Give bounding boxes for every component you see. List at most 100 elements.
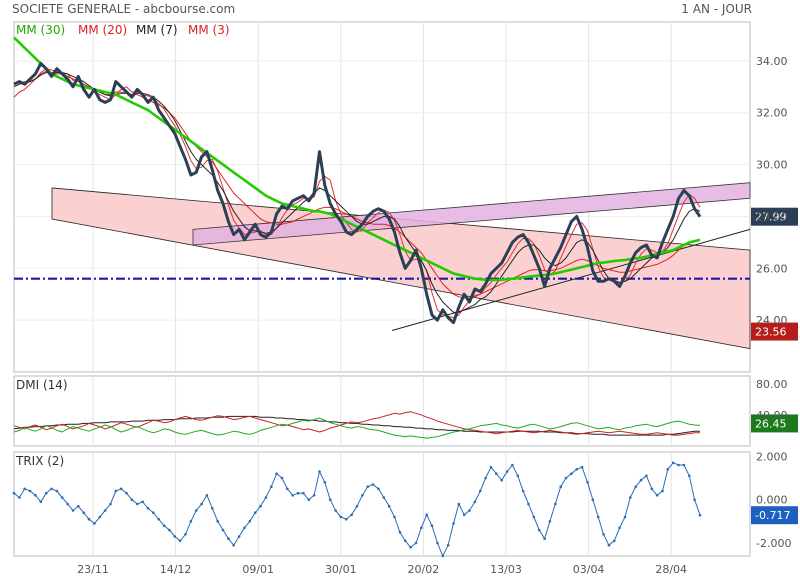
trix-point xyxy=(307,498,311,502)
trix-point xyxy=(318,470,321,473)
trix-point xyxy=(168,528,171,532)
trix-point xyxy=(194,509,198,512)
trix-point xyxy=(136,502,139,506)
trix-point xyxy=(114,489,118,493)
trix-point xyxy=(409,546,412,549)
trix-point xyxy=(302,491,305,495)
trix-point xyxy=(511,463,514,467)
trix-point xyxy=(253,511,257,514)
trix-point xyxy=(141,500,144,504)
x-tick-label: 13/03 xyxy=(490,563,522,576)
price-y-tick-label: 30.00 xyxy=(756,159,788,172)
legends: MM (30) MM (20) MM (7) MM (3) DMI (14) TRIX (… xyxy=(15,23,230,468)
trix-point xyxy=(216,520,219,523)
minus-di-line xyxy=(13,411,700,436)
trix-point xyxy=(259,504,262,508)
last-price-label-box xyxy=(751,207,798,226)
trix-point xyxy=(44,491,48,495)
low-price-label-box xyxy=(751,322,798,341)
trix-point xyxy=(280,476,284,480)
price-y-tick-label: 32.00 xyxy=(756,107,788,120)
trix-point xyxy=(291,494,295,497)
trix-point xyxy=(28,489,32,493)
trix-point xyxy=(666,468,670,471)
trix-point xyxy=(398,530,402,534)
trix-point xyxy=(50,487,53,491)
trix-point xyxy=(505,470,509,473)
trix-point xyxy=(532,515,536,519)
trix-point xyxy=(355,504,359,508)
x-tick-label: 23/11 xyxy=(77,563,109,576)
trix-point xyxy=(570,472,573,476)
trix-point xyxy=(178,539,182,543)
trix-point xyxy=(516,474,520,478)
mm30-line xyxy=(13,36,701,282)
trix-point xyxy=(468,509,471,512)
trix-point xyxy=(564,476,568,480)
trix-point xyxy=(425,513,429,517)
trix-point xyxy=(103,509,107,512)
trix-point xyxy=(361,494,364,497)
trix-point xyxy=(495,472,498,476)
price-line xyxy=(13,62,702,325)
x-tick-label: 03/04 xyxy=(573,563,605,576)
legend-item: MM (3) xyxy=(188,23,230,37)
trix-point xyxy=(639,478,643,482)
trix-point xyxy=(682,463,686,467)
trix-point xyxy=(441,554,445,558)
trix-point xyxy=(591,498,595,502)
trix-point xyxy=(270,485,273,489)
trix-point xyxy=(98,515,102,519)
trix-point xyxy=(377,487,380,491)
trix-point xyxy=(71,509,75,512)
trix-point xyxy=(484,476,487,480)
trix-point xyxy=(698,513,702,517)
axes: 23/11 14/12 09/01 30/01 20/02 13/03 03/04 28/04… xyxy=(77,55,791,576)
trix-point xyxy=(173,535,177,538)
trix-point xyxy=(275,472,278,476)
last-price-label: 27.99 xyxy=(755,211,787,224)
trix-point xyxy=(629,496,632,499)
trix-point xyxy=(382,496,386,499)
trix-y-tick-label: 2.000 xyxy=(756,450,788,463)
trix-point xyxy=(414,541,418,545)
trix-legend: TRIX (2) xyxy=(15,454,64,468)
low-price-label: 23.56 xyxy=(755,326,787,339)
trix-point xyxy=(677,463,680,467)
dmi-y-tick-label: 80.00 xyxy=(756,378,788,391)
price-y-tick-label: 24.00 xyxy=(756,314,788,327)
trix-panel: -0.717 xyxy=(12,461,798,558)
trix-point xyxy=(162,524,166,527)
trix-point xyxy=(34,494,37,497)
trix-point xyxy=(661,489,664,493)
dmi-legend: DMI (14) xyxy=(16,378,68,392)
dmi-panel: 26.45 xyxy=(13,411,798,439)
rising-trendline xyxy=(391,228,751,331)
price-panel: 27.99 23.56 xyxy=(13,36,798,350)
trix-point xyxy=(286,487,289,491)
trix-point xyxy=(537,528,541,532)
trix-point xyxy=(596,515,600,519)
trix-point xyxy=(12,491,16,495)
trix-point xyxy=(119,487,123,491)
trix-point xyxy=(575,468,578,471)
trix-point xyxy=(66,502,69,506)
trix-point xyxy=(371,483,375,486)
trix-point xyxy=(618,526,621,530)
trix-point xyxy=(39,500,43,504)
trix-point xyxy=(479,489,482,493)
trix-point xyxy=(645,474,648,478)
x-tick-label: 09/01 xyxy=(242,563,274,576)
legend-item: MM (30) xyxy=(16,23,65,37)
trix-point xyxy=(613,539,616,543)
trix-point xyxy=(671,461,675,465)
trix-point xyxy=(436,541,439,545)
trix-point xyxy=(655,494,659,497)
trix-point xyxy=(55,489,59,493)
trix-point xyxy=(350,513,353,517)
trix-point xyxy=(586,481,589,484)
trix-point xyxy=(211,507,214,510)
trix-point xyxy=(602,533,605,536)
x-tick-label: 20/02 xyxy=(408,563,440,576)
trix-point xyxy=(543,537,546,540)
